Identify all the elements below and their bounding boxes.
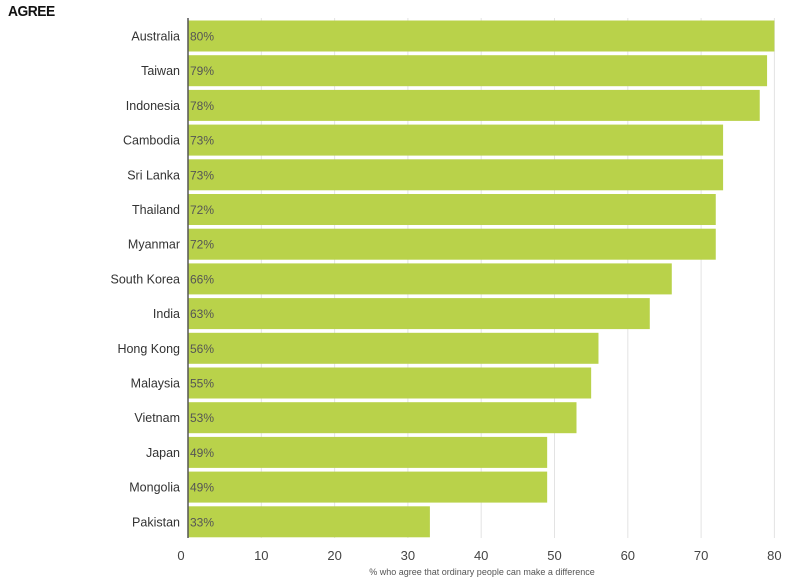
x-tick-label: 10 xyxy=(254,548,268,563)
category-label: Malaysia xyxy=(131,377,180,391)
bar-taiwan xyxy=(188,55,768,87)
x-tick-label: 50 xyxy=(547,548,561,563)
category-label: India xyxy=(153,307,180,321)
category-label: Japan xyxy=(146,446,180,460)
bar-india xyxy=(188,298,650,330)
data-label: 73% xyxy=(190,168,214,182)
data-label: 63% xyxy=(190,307,214,321)
data-label: 56% xyxy=(190,342,214,356)
category-label: Australia xyxy=(131,30,180,44)
category-label: Mongolia xyxy=(129,481,180,495)
category-label: South Korea xyxy=(111,272,181,286)
bars xyxy=(188,20,775,538)
bar-thailand xyxy=(188,194,716,225)
bar-mongolia xyxy=(188,471,548,503)
data-label: 55% xyxy=(190,377,214,391)
category-label: Sri Lanka xyxy=(127,168,180,182)
category-labels: Australia Taiwan Indonesia Cambodia Sri Lank… xyxy=(111,30,181,530)
bar-hong-kong xyxy=(188,332,599,364)
category-label: Hong Kong xyxy=(117,342,180,356)
data-label: 78% xyxy=(190,99,214,113)
data-label: 72% xyxy=(190,238,214,252)
data-label: 80% xyxy=(190,30,214,44)
data-label: 72% xyxy=(190,203,214,217)
category-label: Pakistan xyxy=(132,515,180,529)
x-tick-label: 60 xyxy=(621,548,635,563)
bar-south-korea xyxy=(188,263,672,295)
bar-vietnam xyxy=(188,402,577,434)
data-labels: 80% 79% 78% 73% 73% 72% 72% 66% 63% 56% 55% 53% 49% 4… xyxy=(190,30,214,530)
bar-japan xyxy=(188,436,548,468)
x-tick-labels: 0 10 20 30 40 50 60 70 80 xyxy=(177,548,781,563)
data-label: 33% xyxy=(190,515,214,529)
bar-malaysia xyxy=(188,367,592,399)
data-label: 73% xyxy=(190,134,214,148)
bar-cambodia xyxy=(188,124,724,156)
category-label: Thailand xyxy=(132,203,180,217)
category-label: Indonesia xyxy=(126,99,180,113)
data-label: 66% xyxy=(190,272,214,286)
bar-myanmar xyxy=(188,228,716,260)
x-tick-label: 80 xyxy=(767,548,781,563)
x-tick-label: 70 xyxy=(694,548,708,563)
bar-indonesia xyxy=(188,89,760,121)
bar-sri-lanka xyxy=(188,159,724,191)
data-label: 49% xyxy=(190,481,214,495)
x-tick-label: 20 xyxy=(327,548,341,563)
category-label: Myanmar xyxy=(128,238,180,252)
category-label: Taiwan xyxy=(141,64,180,78)
x-tick-label: 30 xyxy=(401,548,415,563)
category-label: Cambodia xyxy=(123,134,180,148)
bar-pakistan xyxy=(188,506,430,538)
data-label: 79% xyxy=(190,64,214,78)
x-tick-label: 40 xyxy=(474,548,488,563)
x-axis-label: % who agree that ordinary people can mak… xyxy=(369,567,594,577)
category-label: Vietnam xyxy=(134,411,180,425)
chart-title: AGREE xyxy=(8,3,55,20)
x-tick-label: 0 xyxy=(177,548,184,563)
bar-australia xyxy=(188,20,775,52)
data-label: 49% xyxy=(190,446,214,460)
data-label: 53% xyxy=(190,411,214,425)
